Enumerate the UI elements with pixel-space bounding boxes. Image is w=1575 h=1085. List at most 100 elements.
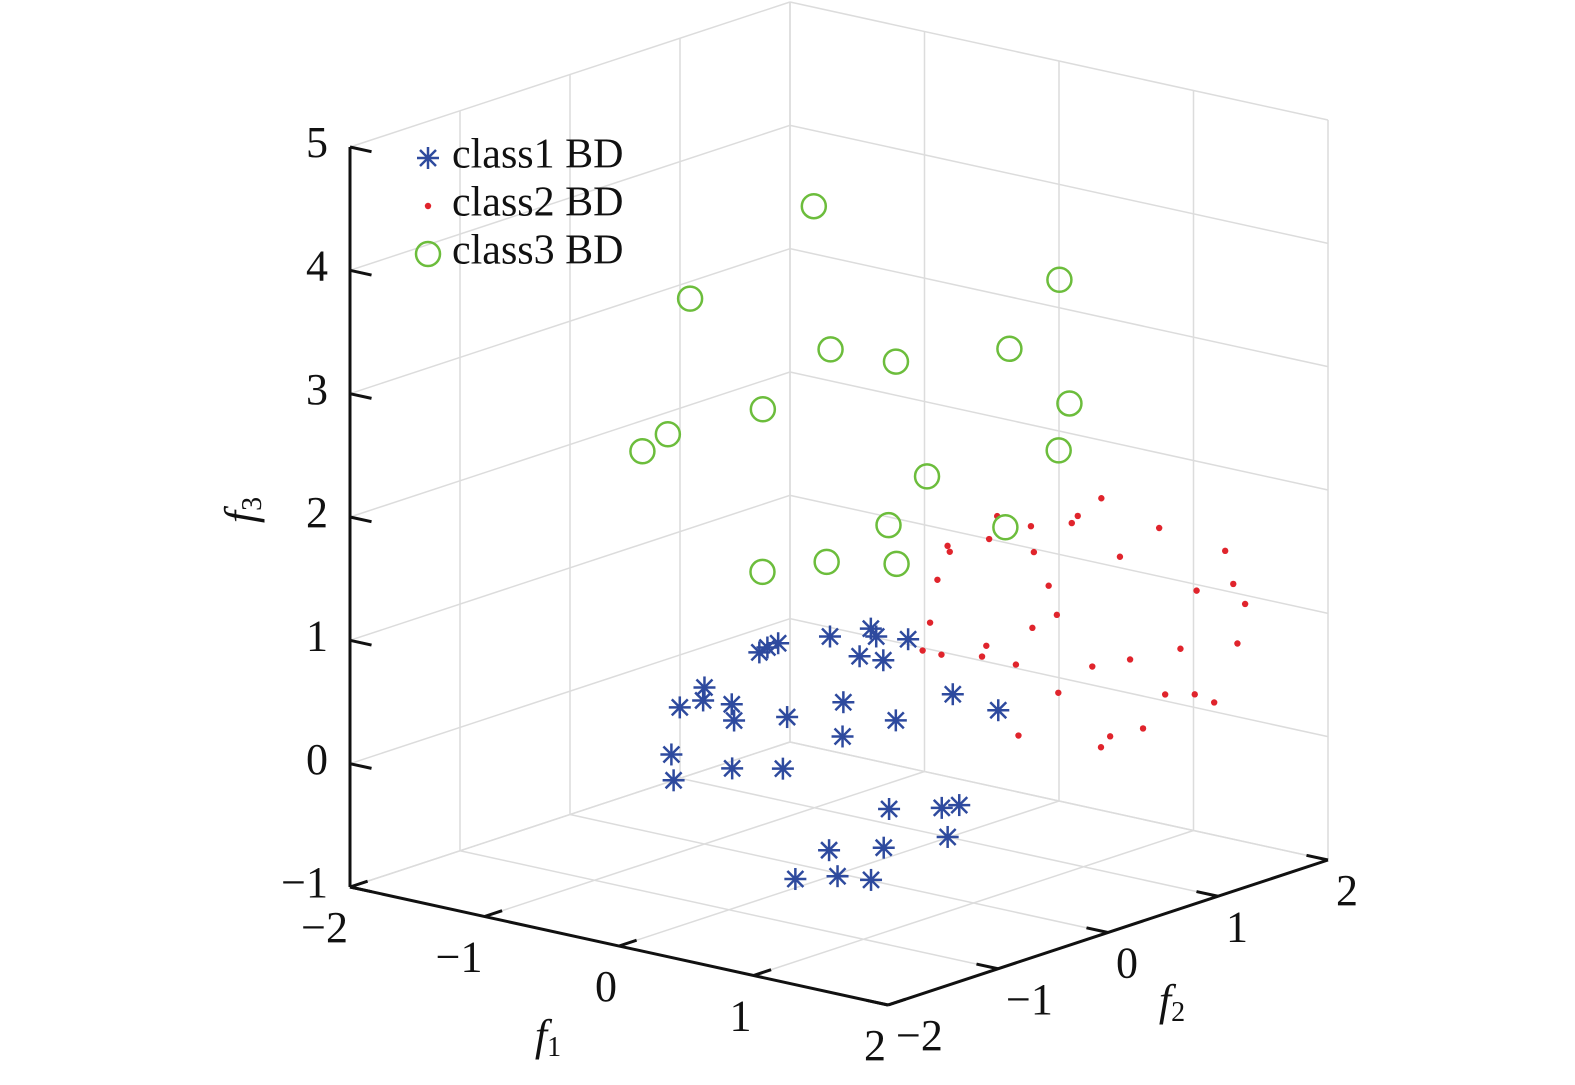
star-stroke [833, 727, 852, 746]
star-stroke [725, 711, 743, 730]
star-marker [884, 709, 907, 732]
dot-marker [1053, 611, 1061, 619]
dot-marker [938, 651, 945, 658]
star-marker [723, 709, 746, 732]
circle-marker [913, 463, 941, 490]
star-stroke [874, 838, 893, 857]
grid-line [789, 741, 1329, 861]
star-stroke [886, 711, 905, 730]
star-stroke [899, 630, 918, 649]
star-stroke [723, 759, 742, 778]
star-stroke [662, 745, 681, 764]
star-stroke [821, 627, 839, 646]
x-tick-label: −1 [436, 933, 483, 982]
star-marker [860, 868, 883, 891]
dot-marker [1074, 512, 1081, 520]
star-stroke [867, 627, 886, 646]
y-axis-label: f2 [1159, 976, 1185, 1028]
legend-label: class1 BD [452, 132, 624, 178]
circle-marker [676, 285, 704, 312]
circle-marker [749, 558, 776, 586]
star-marker [872, 649, 895, 672]
star-marker [668, 696, 691, 719]
dot-marker [1116, 553, 1124, 560]
star-marker [771, 757, 794, 780]
dot-marker [983, 642, 990, 649]
star-stroke [989, 701, 1008, 720]
grid-line [349, 247, 791, 395]
x-tick-label: 1 [730, 992, 752, 1041]
dot-marker [944, 542, 951, 550]
dot-marker [1012, 661, 1020, 668]
dot-marker [1027, 522, 1035, 530]
star-marker [832, 691, 855, 714]
star-marker [897, 628, 920, 651]
star-stroke [670, 698, 689, 717]
star-stroke [664, 771, 683, 790]
dot-marker [1045, 582, 1052, 589]
circle-marker [414, 240, 442, 268]
grid-line [349, 741, 791, 888]
x-tick-label: 2 [864, 1021, 886, 1070]
dot-marker [1030, 548, 1038, 556]
y-tick-label: −2 [896, 1011, 943, 1060]
star-marker [848, 645, 871, 668]
x-tick [753, 968, 772, 977]
star-stroke [950, 796, 969, 814]
dot-marker [1191, 691, 1198, 698]
y-tick-label: 1 [1226, 902, 1248, 951]
marks [629, 192, 1249, 891]
y-tick-label: 2 [1336, 866, 1358, 915]
dot-marker [978, 653, 986, 660]
star-marker [930, 796, 953, 819]
dot-marker [1155, 524, 1163, 532]
star-stroke [774, 759, 792, 778]
circle-marker [875, 511, 902, 539]
star-marker [865, 625, 888, 648]
x-tick [484, 909, 503, 918]
star-stroke [880, 800, 898, 818]
dot-marker [919, 647, 926, 654]
z-tick [349, 515, 372, 524]
circle-marker [882, 348, 910, 375]
grid-line [789, 124, 1329, 245]
dot-marker [1193, 587, 1200, 594]
dot-marker [1177, 645, 1184, 652]
star-stroke [938, 828, 957, 846]
star-marker [693, 676, 716, 699]
z-tick [349, 392, 372, 400]
star-stroke [828, 867, 847, 886]
x-axis-label-sub: 1 [547, 1032, 561, 1063]
x-tick-label: 0 [595, 962, 617, 1011]
y-tick [1306, 853, 1329, 862]
grid-line [789, 1, 1329, 121]
dot-marker [1221, 547, 1229, 555]
star-stroke [778, 708, 797, 726]
star-marker [818, 625, 841, 648]
z-tick-label: 4 [306, 241, 328, 290]
circle-marker [1056, 390, 1083, 417]
circle-marker [817, 336, 844, 363]
star-marker [878, 798, 901, 821]
z-axis-label: f3 [216, 497, 268, 523]
dot-marker [424, 202, 432, 210]
z-tick-label: 3 [306, 365, 328, 414]
y-tick-label: −1 [1006, 975, 1053, 1024]
star-stroke [874, 651, 893, 670]
legend-label: class3 BD [452, 228, 624, 274]
z-tick-label: −1 [281, 858, 328, 907]
z-tick [349, 638, 372, 647]
star-marker [872, 836, 895, 859]
star-marker [826, 865, 849, 888]
star-marker [948, 794, 971, 817]
z-tick-label: 2 [306, 488, 328, 537]
circle-marker [813, 548, 840, 576]
dot-marker [1029, 624, 1036, 632]
y-tick [1086, 926, 1109, 934]
star-marker [662, 769, 685, 792]
dot-marker [1126, 656, 1134, 663]
z-tick [349, 762, 372, 770]
grid-line [789, 494, 1329, 615]
